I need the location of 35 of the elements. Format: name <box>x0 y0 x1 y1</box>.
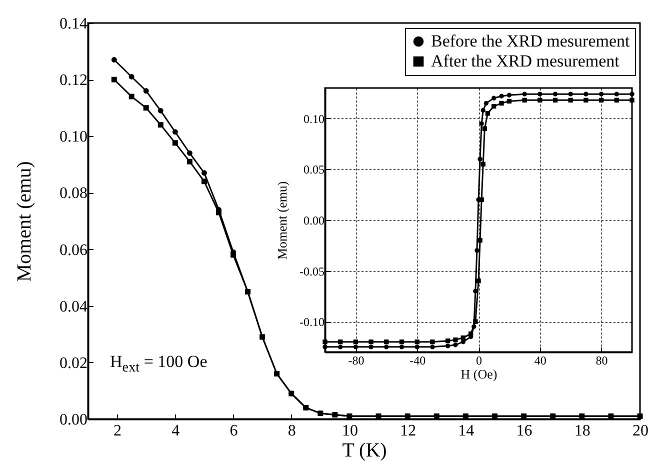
y-axis-title: Moment (emu) <box>274 181 290 260</box>
x-tick-label: 40 <box>534 354 546 368</box>
y-tick-label: 0.00 <box>60 412 88 428</box>
y-tick-label: 0.04 <box>60 298 88 316</box>
y-tick-label: 0.12 <box>60 72 88 90</box>
x-tick-label: 10 <box>342 422 358 440</box>
y-tick-label: -0.05 <box>300 264 324 278</box>
x-tick-label: 14 <box>458 422 474 440</box>
y-tick-label: 0.02 <box>60 354 88 372</box>
y-tick-label: 0.10 <box>304 112 324 126</box>
x-tick-label: 4 <box>172 422 180 440</box>
x-tick-label: 20 <box>632 422 648 440</box>
x-tick-label: 12 <box>400 422 416 440</box>
x-tick-label: 16 <box>516 422 532 440</box>
x-axis-title: H (Oe) <box>460 366 498 382</box>
x-tick-label: -40 <box>410 354 426 368</box>
y-tick-label: -0.10 <box>300 315 324 330</box>
x-tick-label: -80 <box>348 354 364 368</box>
y-tick-label: 0.06 <box>60 242 88 259</box>
x-tick-label: 2 <box>114 422 122 440</box>
x-tick-label: 80 <box>596 354 608 368</box>
y-tick-label: 0.08 <box>60 185 88 202</box>
x-axis-title: T (K) <box>342 440 387 462</box>
x-tick-label: 8 <box>288 422 296 440</box>
legend-label: After the XRD mesurement <box>431 52 620 70</box>
y-tick-label: 0.10 <box>60 128 88 146</box>
y-tick-label: 0.05 <box>304 162 324 177</box>
y-axis-title: Moment (emu) <box>14 161 36 282</box>
y-tick-label: 0.14 <box>60 16 88 32</box>
x-tick-label: 0 <box>476 354 482 368</box>
annotation: H$_{ext}$ = 100 Oe <box>110 352 208 376</box>
x-tick-label: 6 <box>230 422 238 440</box>
x-tick-label: 18 <box>574 422 590 440</box>
y-tick-label: 0.00 <box>304 214 324 228</box>
legend-label: Before the XRD mesurement <box>431 32 630 50</box>
